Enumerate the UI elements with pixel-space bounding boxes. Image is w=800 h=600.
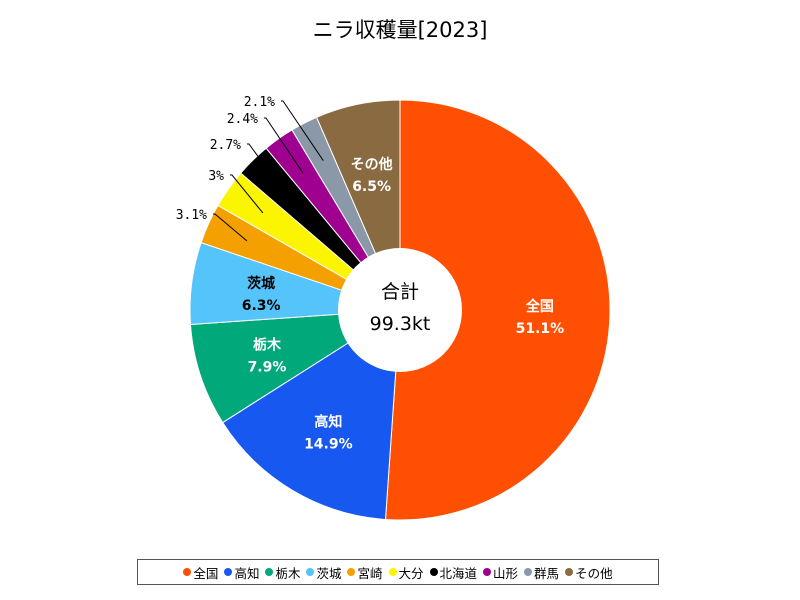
legend-label: 山形 (493, 565, 519, 581)
legend-label: 栃木 (275, 565, 301, 581)
legend-item: 山形 (483, 563, 518, 582)
slice-percent-label: 6.3% (242, 298, 281, 314)
legend-marker (224, 568, 233, 576)
donut-hole (338, 248, 462, 372)
legend-marker (183, 568, 192, 576)
legend-label: 群馬 (534, 565, 560, 581)
pie-slice-高知 (222, 309, 401, 521)
chart-title: ニラ収穫量[2023] (312, 18, 488, 42)
leader-line (264, 117, 304, 174)
legend-marker (347, 568, 356, 576)
slice-name-label: 高知 (314, 413, 342, 430)
legend-label: 北海道 (439, 565, 478, 581)
legend-item: 全国 (183, 563, 218, 582)
legend-marker (265, 568, 274, 576)
slice-percent-label: 3% (208, 169, 224, 184)
legend-marker (483, 568, 492, 576)
slice-name-label: その他 (351, 156, 393, 173)
legend-item: 高知 (224, 563, 259, 582)
leader-line (247, 143, 283, 191)
slice-percent-label: 2.7% (210, 138, 241, 153)
slice-name-label: 茨城 (247, 275, 275, 292)
leader-line (213, 213, 248, 242)
center-total-value: 99.3kt (370, 313, 431, 335)
legend-label: その他 (575, 565, 613, 581)
legend-item: 宮崎 (347, 563, 383, 582)
legend-item: 群馬 (524, 563, 559, 582)
slice-name-label: 栃木 (253, 337, 282, 354)
leader-lines (213, 100, 324, 242)
legend-marker (388, 568, 397, 576)
center-total-label: 合計 (381, 281, 419, 303)
legend-marker (429, 568, 438, 576)
legend-marker (565, 568, 574, 576)
slice-percent-label: 2.4% (227, 112, 258, 127)
legend-item: その他 (565, 563, 613, 582)
legend-item: 大分 (388, 563, 424, 582)
slice-labels: 全国 51.1% 高知 14.9% 栃木 7.9% 茨城 6.3% 3.1% 3% 2.7% 2.4%… (176, 95, 565, 452)
legend-item: 茨城 (306, 563, 341, 582)
slice-percent-label: 7.9% (248, 360, 287, 376)
slice-percent-label: 14.9% (304, 436, 353, 452)
legend-item: 北海道 (429, 563, 478, 582)
slice-percent-label: 2.1% (244, 95, 275, 110)
slice-percent-label: 51.1% (516, 321, 565, 337)
slice-name-label: 全国 (525, 298, 554, 315)
legend-label: 全国 (193, 565, 219, 581)
legend-label: 大分 (398, 565, 424, 581)
legend-label: 宮崎 (357, 565, 383, 581)
slice-percent-label: 6.5% (352, 179, 391, 195)
legend-marker (524, 568, 533, 576)
pie-slice-全国 (384, 99, 611, 521)
slice-percent-label: 3.1% (176, 208, 207, 223)
leader-line (230, 174, 264, 214)
legend-marker (306, 568, 315, 576)
legend-item: 栃木 (265, 563, 300, 582)
legend: 全国 高知 栃木 茨城 宮崎 大分 北海道 山形 群馬 その他 (137, 559, 659, 585)
legend-label: 高知 (234, 565, 260, 581)
leader-line (281, 100, 324, 161)
legend-label: 茨城 (316, 565, 342, 581)
